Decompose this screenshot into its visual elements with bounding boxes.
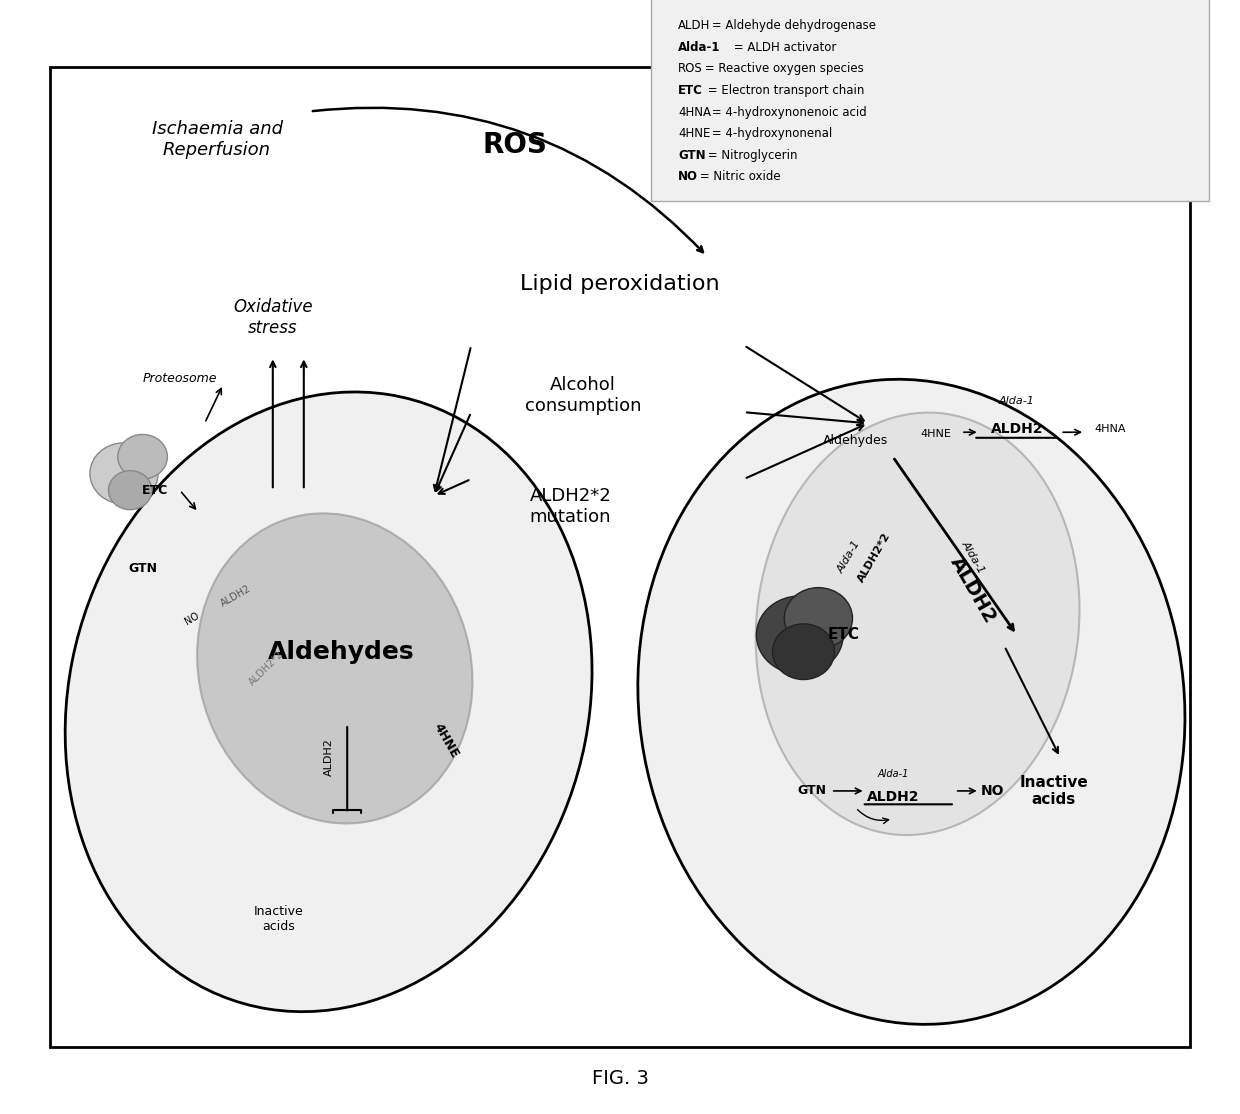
- Text: Ischaemia and
Reperfusion: Ischaemia and Reperfusion: [151, 120, 283, 158]
- Text: Oxidative
stress: Oxidative stress: [233, 299, 312, 336]
- FancyBboxPatch shape: [651, 0, 1209, 201]
- Text: ALDH: ALDH: [678, 19, 711, 32]
- Text: = Nitroglycerin: = Nitroglycerin: [704, 149, 797, 162]
- Text: ALDH2*2: ALDH2*2: [247, 649, 286, 687]
- Text: ETC: ETC: [141, 483, 169, 497]
- Text: Alda-1: Alda-1: [999, 397, 1034, 405]
- Text: Proteosome: Proteosome: [143, 372, 217, 385]
- Text: = 4-hydroxynonenal: = 4-hydroxynonenal: [708, 127, 832, 140]
- Text: ALDH2*2
mutation: ALDH2*2 mutation: [529, 488, 611, 526]
- Ellipse shape: [197, 514, 472, 823]
- Text: ROS: ROS: [678, 62, 703, 76]
- Text: Alda-1: Alda-1: [877, 770, 909, 779]
- Text: ALDH2*2: ALDH2*2: [856, 530, 893, 584]
- Text: = ALDH activator: = ALDH activator: [730, 41, 837, 53]
- Text: FIG. 3: FIG. 3: [591, 1068, 649, 1088]
- Ellipse shape: [785, 588, 853, 648]
- Ellipse shape: [756, 596, 843, 674]
- Ellipse shape: [109, 470, 151, 510]
- Text: Alda-1: Alda-1: [678, 41, 720, 53]
- Text: NO: NO: [184, 610, 201, 626]
- Text: ETC: ETC: [827, 627, 859, 643]
- Text: Lipid peroxidation: Lipid peroxidation: [521, 274, 719, 294]
- Text: ROS: ROS: [482, 130, 547, 159]
- Text: = Reactive oxygen species: = Reactive oxygen species: [701, 62, 863, 76]
- Ellipse shape: [773, 624, 835, 680]
- Ellipse shape: [637, 379, 1185, 1025]
- Text: Inactive
acids: Inactive acids: [254, 905, 304, 934]
- Text: GTN: GTN: [678, 149, 706, 162]
- Text: 4HNA: 4HNA: [678, 106, 712, 118]
- Text: Alda-1: Alda-1: [960, 539, 987, 575]
- Text: 4HNE: 4HNE: [921, 430, 951, 439]
- Text: Aldehydes: Aldehydes: [268, 639, 414, 664]
- Text: Inactive
acids: Inactive acids: [1019, 774, 1089, 808]
- Text: NO: NO: [981, 784, 1003, 798]
- Text: = Nitric oxide: = Nitric oxide: [696, 170, 780, 184]
- Text: ETC: ETC: [678, 84, 703, 97]
- Text: GTN: GTN: [797, 784, 827, 798]
- Text: Alda-1: Alda-1: [836, 539, 863, 575]
- Ellipse shape: [755, 412, 1080, 836]
- Text: ALDH2: ALDH2: [218, 584, 253, 608]
- Text: = Aldehyde dehydrogenase: = Aldehyde dehydrogenase: [708, 19, 875, 32]
- FancyBboxPatch shape: [50, 67, 1190, 1047]
- Text: ALDH2: ALDH2: [947, 554, 999, 627]
- Text: = Electron transport chain: = Electron transport chain: [704, 84, 864, 97]
- Text: Aldehydes: Aldehydes: [823, 433, 888, 447]
- Text: ALDH2: ALDH2: [867, 790, 919, 803]
- Text: 4HNE: 4HNE: [678, 127, 711, 140]
- Text: Alcohol
consumption: Alcohol consumption: [525, 377, 641, 414]
- Text: 4HNE: 4HNE: [432, 721, 461, 761]
- Text: 4HNA: 4HNA: [1094, 424, 1126, 433]
- Text: = 4-hydroxynonenoic acid: = 4-hydroxynonenoic acid: [708, 106, 867, 118]
- Text: ALDH2: ALDH2: [324, 739, 334, 776]
- Ellipse shape: [66, 392, 591, 1012]
- Ellipse shape: [91, 443, 159, 505]
- Text: GTN: GTN: [128, 561, 157, 575]
- Text: ALDH2: ALDH2: [991, 422, 1043, 436]
- Text: NO: NO: [678, 170, 698, 184]
- Ellipse shape: [118, 434, 167, 479]
